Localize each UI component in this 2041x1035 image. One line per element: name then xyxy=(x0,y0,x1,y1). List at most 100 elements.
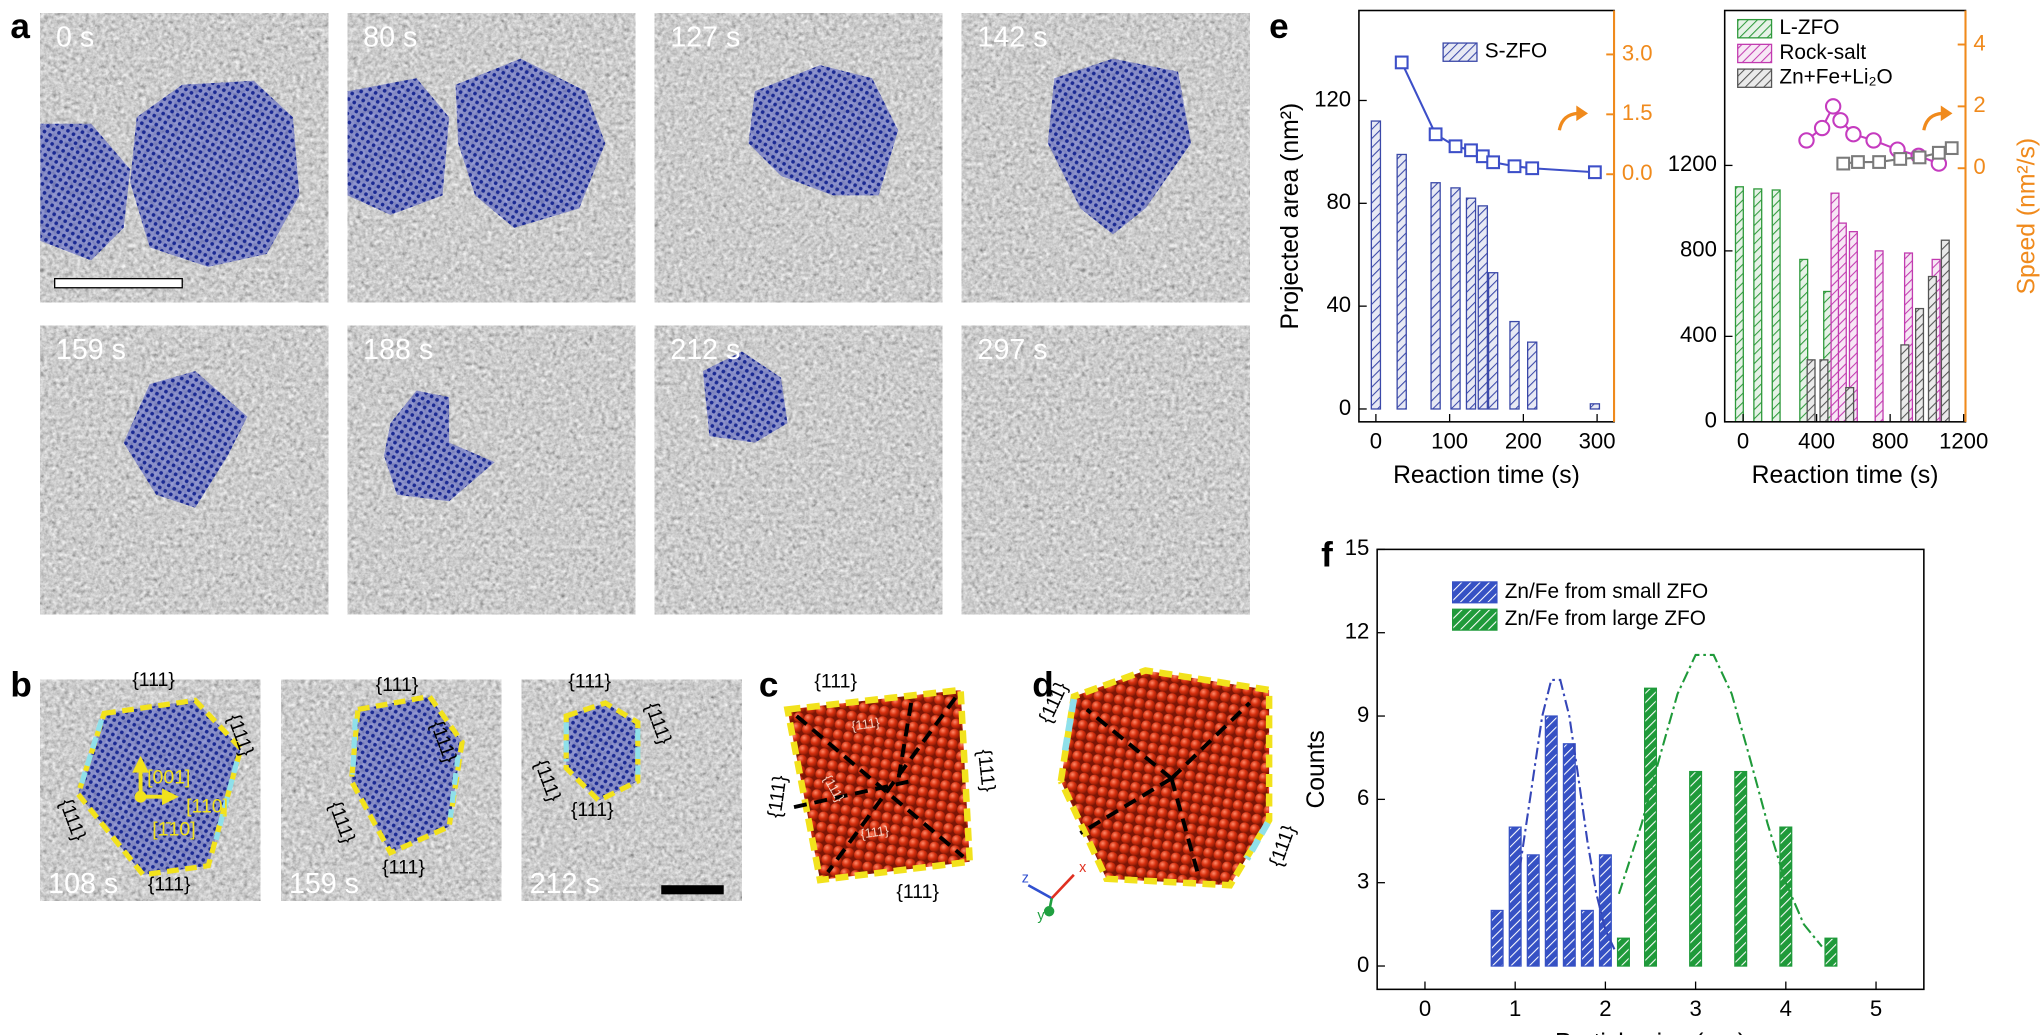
bar xyxy=(1370,120,1382,410)
particle xyxy=(702,351,788,443)
y-tick-label: 15 xyxy=(1345,535,1370,560)
scale-bar xyxy=(661,885,724,895)
crystal-model xyxy=(1060,670,1270,886)
plot-frame xyxy=(1376,548,1925,991)
facet-outline xyxy=(75,693,641,878)
bar xyxy=(1845,386,1855,423)
marker xyxy=(1851,155,1865,169)
bar xyxy=(1527,341,1538,410)
x-tick-label: 0 xyxy=(1419,996,1431,1021)
x-axis-title: Reaction time (s) xyxy=(1752,462,1939,489)
bar xyxy=(1819,359,1829,423)
direction-label: [110] xyxy=(186,795,228,817)
bar xyxy=(1526,854,1540,967)
time-stamp: 80 s xyxy=(363,22,417,54)
particle xyxy=(383,390,495,502)
x-tick-label: 5 xyxy=(1870,996,1882,1021)
twin-lines xyxy=(1079,701,1251,873)
facet-label: {111} xyxy=(814,670,857,692)
bar xyxy=(1779,826,1793,967)
y-axis-title: Projected area (nm²) xyxy=(1277,103,1304,330)
legend-swatch xyxy=(1451,581,1498,604)
x-tick-label: 3 xyxy=(1689,996,1701,1021)
time-stamp: 188 s xyxy=(363,334,433,366)
axis-pointer xyxy=(1557,105,1953,131)
x-tick-label: 300 xyxy=(1579,428,1616,453)
x-tick-label: 1 xyxy=(1509,996,1521,1021)
y-tick-label: 9 xyxy=(1357,702,1369,727)
series-line xyxy=(1617,653,1823,948)
marker xyxy=(1464,143,1478,158)
x-tick-label: 800 xyxy=(1872,428,1909,453)
legend-swatch xyxy=(1737,18,1773,39)
bar xyxy=(1874,250,1884,423)
panel-label: a xyxy=(10,7,30,46)
facet-label: {111} xyxy=(571,799,614,821)
panel-label: d xyxy=(1032,666,1053,705)
time-stamp: 159 s xyxy=(56,334,126,366)
facet-label: {111} xyxy=(896,881,939,903)
series-line xyxy=(1518,678,1616,950)
y-tick-label: 0 xyxy=(1357,952,1369,977)
y2-tick-label: 0 xyxy=(1973,154,1985,179)
bar xyxy=(1580,909,1594,967)
bar xyxy=(1837,222,1847,423)
bar xyxy=(1598,854,1612,967)
y-tick-label: 3 xyxy=(1357,869,1369,894)
axis-triad xyxy=(1027,873,1075,917)
marker xyxy=(1893,152,1908,166)
bar xyxy=(1914,307,1925,423)
panel-b xyxy=(40,679,742,901)
particle xyxy=(566,702,638,801)
panel-label: b xyxy=(10,666,31,705)
bar xyxy=(1396,153,1407,410)
marker xyxy=(1824,98,1842,115)
time-stamp: 142 s xyxy=(978,22,1048,54)
marker xyxy=(1428,127,1443,142)
particle xyxy=(347,78,450,215)
y2-tick-label: 1.5 xyxy=(1622,100,1653,125)
bar xyxy=(1477,205,1489,410)
marker xyxy=(1845,126,1862,143)
bar xyxy=(1509,320,1520,410)
marker xyxy=(1872,155,1887,169)
particle xyxy=(351,696,463,853)
y-tick-label: 1200 xyxy=(1668,151,1717,176)
marker xyxy=(1448,139,1463,154)
micrograph xyxy=(961,325,1250,615)
particle xyxy=(123,371,248,508)
time-stamp: 127 s xyxy=(670,22,740,54)
x-tick-label: 100 xyxy=(1431,428,1468,453)
bar xyxy=(1799,258,1809,423)
axis-letter: y xyxy=(1037,908,1045,924)
facet-edge xyxy=(1061,698,1271,861)
marker xyxy=(1832,112,1849,129)
marker xyxy=(1798,132,1815,149)
x-axis-title: Particle size (nm) xyxy=(1555,1030,1746,1035)
bar xyxy=(1544,715,1558,967)
bar xyxy=(1734,186,1744,423)
bar xyxy=(1643,687,1658,967)
marker xyxy=(1507,159,1522,174)
legend-label: S-ZFO xyxy=(1485,40,1547,63)
x-tick-label: 1200 xyxy=(1939,428,1988,453)
facet-label: {111} xyxy=(382,856,425,878)
y-tick-label: 0 xyxy=(1339,395,1351,420)
axis-letter: z xyxy=(1022,870,1029,886)
legend-swatch xyxy=(1737,68,1773,88)
y2-tick-label: 3.0 xyxy=(1622,40,1653,65)
direction-label: [1̄10] xyxy=(152,819,195,841)
bar xyxy=(1465,197,1477,410)
y-axis-title: Counts xyxy=(1303,730,1330,808)
bar xyxy=(1771,189,1781,423)
bar xyxy=(1940,239,1950,423)
bar xyxy=(1900,344,1910,423)
y2-tick-label: 2 xyxy=(1973,92,1985,117)
y2-tick-label: 0.0 xyxy=(1622,160,1653,185)
bar xyxy=(1508,826,1522,967)
y-tick-label: 40 xyxy=(1327,292,1352,317)
x-axis-title: Reaction time (s) xyxy=(1393,462,1580,489)
bar xyxy=(1430,182,1441,410)
facet-label: {111} xyxy=(568,670,611,692)
